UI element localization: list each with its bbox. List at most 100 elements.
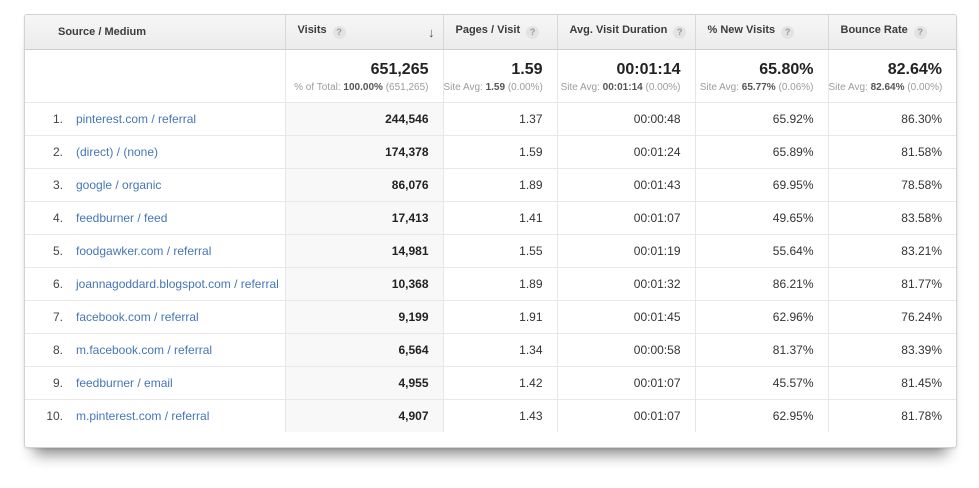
avg-visit-duration-cell: 00:01:07 — [556, 398, 695, 432]
avg-visit-duration-cell: 00:01:32 — [556, 266, 695, 300]
percent-new-visits-cell: 65.92% — [694, 101, 828, 135]
source-medium-cell: 7. facebook.com / referral — [25, 299, 285, 333]
help-icon[interactable]: ? — [673, 26, 687, 40]
column-header-pages-per-visit[interactable]: Pages / Visit? — [442, 15, 557, 50]
sort-descending-icon[interactable]: ↓ — [428, 24, 435, 40]
header-row: Source / Medium Visits? ↓ Pages / Visit?… — [25, 15, 956, 50]
visits-cell: 10,368 — [284, 266, 443, 300]
bounce-rate-cell: 83.21% — [827, 233, 956, 267]
visits-cell: 174,378 — [284, 134, 443, 168]
table-row: 6. joannagoddard.blogspot.com / referral 1… — [25, 266, 956, 300]
help-icon[interactable]: ? — [332, 25, 346, 39]
bounce-rate-cell: 86.30% — [827, 101, 956, 135]
percent-new-visits-cell: 45.57% — [694, 365, 828, 399]
pages-per-visit-cell: 1.34 — [442, 332, 557, 366]
page-background: Source / Medium Visits? ↓ Pages / Visit?… — [24, 14, 957, 448]
avg-bounce-value: 82.64% — [887, 61, 942, 78]
help-icon[interactable]: ? — [781, 26, 795, 40]
column-label: Bounce Rate — [840, 24, 908, 37]
source-medium-link[interactable]: foodgawker.com / referral — [76, 243, 212, 258]
avg-visit-duration-cell: 00:01:07 — [556, 365, 695, 399]
column-header-avg-visit-duration[interactable]: Avg. Visit Duration? — [556, 15, 695, 50]
bounce-rate-cell: 83.39% — [827, 332, 956, 366]
column-label: Pages / Visit — [455, 24, 521, 37]
percent-new-visits-cell: 81.37% — [694, 332, 828, 366]
total-visits-subtext: % of Total: 100.00% (651,265) — [294, 82, 429, 93]
row-rank: 8. — [52, 342, 63, 357]
avg-visit-duration-cell: 00:01:43 — [556, 167, 695, 201]
source-medium-cell: 9. feedburner / email — [25, 365, 285, 399]
pages-per-visit-cell: 1.55 — [442, 233, 557, 267]
source-medium-cell: 8. m.facebook.com / referral — [25, 332, 285, 366]
column-header-source-medium[interactable]: Source / Medium — [25, 15, 285, 50]
row-rank: 2. — [52, 144, 63, 159]
help-icon[interactable]: ? — [526, 26, 540, 40]
percent-new-visits-cell: 65.89% — [694, 134, 828, 168]
avg-visit-duration-cell: 00:00:58 — [556, 332, 695, 366]
row-rank: 9. — [52, 375, 63, 390]
pages-per-visit-cell: 1.41 — [442, 200, 557, 234]
avg-pages-subtext: Site Avg: 1.59 (0.00%) — [443, 82, 543, 93]
summary-duration-cell: 00:01:14 Site Avg: 00:01:14 (0.00%) — [556, 49, 695, 102]
source-medium-link[interactable]: facebook.com / referral — [76, 309, 199, 324]
pages-per-visit-cell: 1.42 — [442, 365, 557, 399]
visits-cell: 14,981 — [284, 233, 443, 267]
source-medium-link[interactable]: google / organic — [76, 177, 162, 192]
help-icon[interactable]: ? — [913, 26, 927, 40]
summary-empty-cell — [25, 49, 285, 102]
source-medium-link[interactable]: feedburner / feed — [76, 210, 168, 225]
table-row: 8. m.facebook.com / referral 6,564 1.34 00:0… — [25, 332, 956, 366]
visits-cell: 9,199 — [284, 299, 443, 333]
row-rank: 4. — [52, 210, 63, 225]
visits-cell: 244,546 — [284, 101, 443, 135]
column-label: % New Visits — [707, 24, 776, 37]
column-header-bounce-rate[interactable]: Bounce Rate? — [827, 15, 956, 50]
visits-cell: 4,907 — [284, 398, 443, 432]
column-header-percent-new-visits[interactable]: % New Visits? — [694, 15, 828, 50]
bounce-rate-cell: 76.24% — [827, 299, 956, 333]
row-rank: 5. — [52, 243, 63, 258]
summary-visits-cell: 651,265 % of Total: 100.00% (651,265) — [284, 49, 443, 102]
summary-new-visits-cell: 65.80% Site Avg: 65.77% (0.06%) — [694, 49, 828, 102]
percent-new-visits-cell: 62.96% — [694, 299, 828, 333]
avg-new-visits-value: 65.80% — [759, 61, 814, 78]
bounce-rate-cell: 81.77% — [827, 266, 956, 300]
avg-visit-duration-cell: 00:01:45 — [556, 299, 695, 333]
source-medium-link[interactable]: feedburner / email — [76, 375, 173, 390]
summary-bounce-cell: 82.64% Site Avg: 82.64% (0.00%) — [827, 49, 956, 102]
table-row: 7. facebook.com / referral 9,199 1.91 00:01:… — [25, 299, 956, 333]
pages-per-visit-cell: 1.89 — [442, 167, 557, 201]
percent-new-visits-cell: 86.21% — [694, 266, 828, 300]
column-label: Visits — [297, 23, 327, 36]
analytics-table-card: Source / Medium Visits? ↓ Pages / Visit?… — [24, 14, 957, 448]
pages-per-visit-cell: 1.43 — [442, 398, 557, 432]
table-row: 10. m.pinterest.com / referral 4,907 1.43 00… — [25, 398, 956, 432]
row-rank: 3. — [52, 177, 63, 192]
source-medium-link[interactable]: pinterest.com / referral — [76, 111, 197, 126]
pages-per-visit-cell: 1.89 — [442, 266, 557, 300]
table-row: 5. foodgawker.com / referral 14,981 1.55 00:… — [25, 233, 956, 267]
source-medium-cell: 2. (direct) / (none) — [25, 134, 285, 168]
visits-cell: 4,955 — [284, 365, 443, 399]
summary-pages-cell: 1.59 Site Avg: 1.59 (0.00%) — [442, 49, 557, 102]
source-medium-link[interactable]: joannagoddard.blogspot.com / referral — [76, 276, 279, 291]
table-row: 1. pinterest.com / referral 244,546 1.37 00:… — [25, 101, 956, 135]
avg-new-visits-subtext: Site Avg: 65.77% (0.06%) — [699, 82, 814, 93]
source-medium-link[interactable]: (direct) / (none) — [76, 144, 159, 159]
source-medium-link[interactable]: m.pinterest.com / referral — [76, 408, 210, 423]
source-medium-cell: 5. foodgawker.com / referral — [25, 233, 285, 267]
total-visits-value: 651,265 — [370, 61, 429, 78]
row-rank: 7. — [52, 309, 63, 324]
column-header-visits[interactable]: Visits? ↓ — [284, 15, 443, 50]
source-medium-link[interactable]: m.facebook.com / referral — [76, 342, 213, 357]
visits-cell: 17,413 — [284, 200, 443, 234]
bounce-rate-cell: 81.45% — [827, 365, 956, 399]
totals-summary-row: 651,265 % of Total: 100.00% (651,265) 1.… — [25, 49, 956, 102]
pages-per-visit-cell: 1.37 — [442, 101, 557, 135]
table-row: 9. feedburner / email 4,955 1.42 00:01:07 45.… — [25, 365, 956, 399]
bounce-rate-cell: 81.58% — [827, 134, 956, 168]
avg-visit-duration-cell: 00:00:48 — [556, 101, 695, 135]
pages-per-visit-cell: 1.59 — [442, 134, 557, 168]
row-rank: 6. — [52, 276, 63, 291]
column-label: Source / Medium — [58, 25, 147, 38]
